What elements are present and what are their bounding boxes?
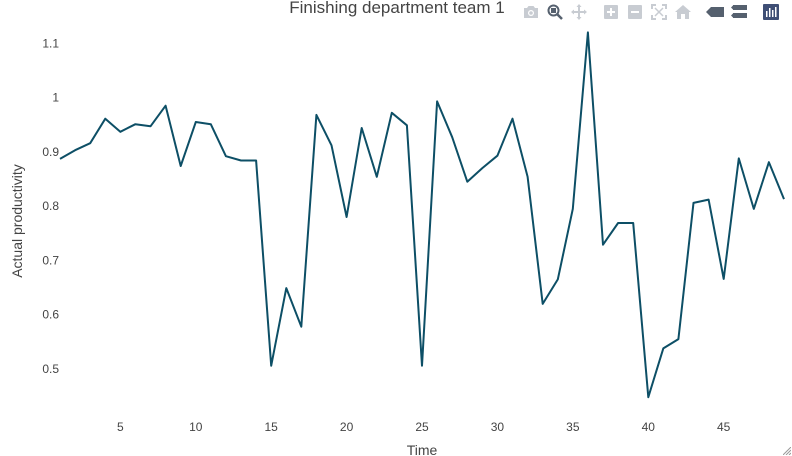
plot-area[interactable] [59, 31, 785, 399]
hover-compare-icon[interactable] [727, 2, 751, 22]
resize-handle-icon[interactable] [783, 447, 791, 455]
x-axis-title: Time [407, 442, 438, 456]
zoom-in-icon[interactable] [599, 2, 623, 22]
camera-icon[interactable] [519, 2, 543, 22]
pan-icon[interactable] [567, 2, 591, 22]
x-tick-label: 10 [189, 420, 203, 434]
x-tick-label: 40 [642, 420, 656, 434]
reset-axes-icon[interactable] [671, 2, 695, 22]
x-tick-label: 30 [491, 420, 505, 434]
y-axis-ticks: 0.5 0.6 0.7 0.8 0.9 1 1.1 [42, 36, 59, 376]
spike-lines-icon[interactable] [703, 2, 727, 22]
autoscale-icon[interactable] [647, 2, 671, 22]
plotly-logo-icon[interactable] [759, 2, 783, 22]
chart-title: Finishing department team 1 [289, 0, 504, 17]
y-tick-label: 0.8 [42, 199, 59, 213]
x-tick-label: 5 [117, 420, 124, 434]
y-tick-label: 0.7 [42, 253, 59, 267]
y-axis-title: Actual productivity [9, 164, 25, 278]
series-line[interactable] [59, 31, 785, 399]
x-tick-label: 45 [717, 420, 731, 434]
x-tick-label: 35 [566, 420, 580, 434]
zoom-out-icon[interactable] [623, 2, 647, 22]
x-axis-ticks: 5 10 15 20 25 30 35 40 45 [117, 420, 731, 434]
y-tick-label: 1 [52, 91, 59, 105]
y-tick-label: 0.5 [42, 362, 59, 376]
x-tick-label: 20 [340, 420, 354, 434]
x-tick-label: 15 [264, 420, 278, 434]
y-tick-label: 0.9 [42, 145, 59, 159]
y-tick-label: 1.1 [42, 36, 59, 50]
zoom-icon[interactable] [543, 2, 567, 22]
modebar [519, 2, 783, 22]
x-tick-label: 25 [415, 420, 429, 434]
y-tick-label: 0.6 [42, 308, 59, 322]
